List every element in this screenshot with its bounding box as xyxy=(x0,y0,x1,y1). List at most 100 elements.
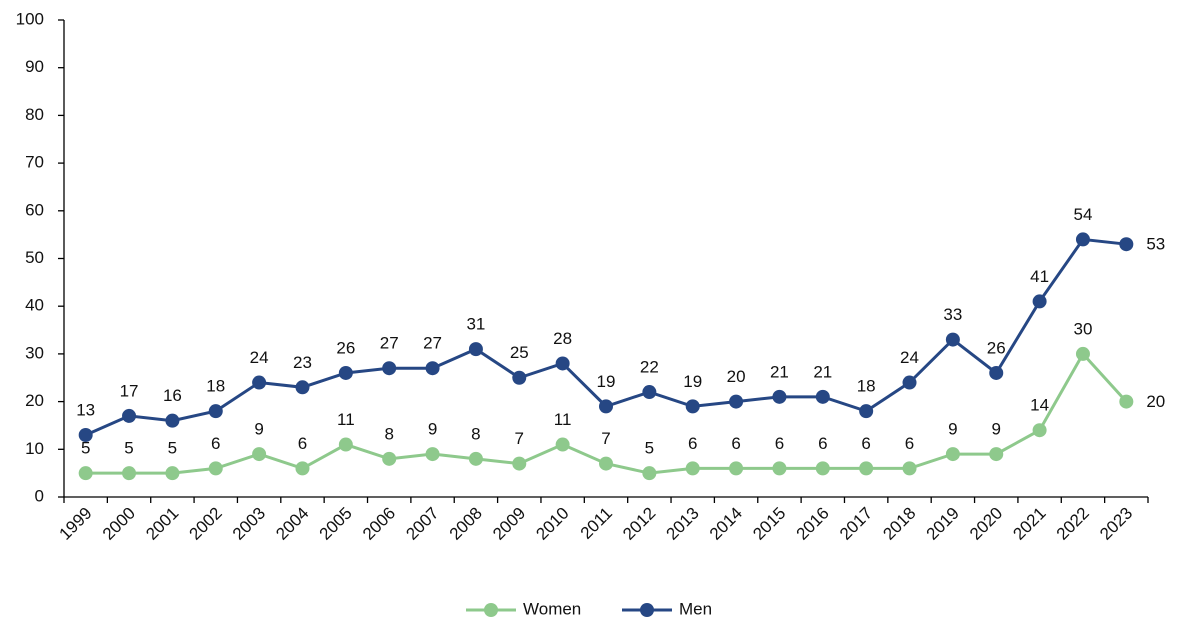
x-tick-label: 2005 xyxy=(316,504,356,544)
data-label: 54 xyxy=(1073,205,1092,224)
marker xyxy=(252,375,267,390)
marker xyxy=(78,427,93,442)
marker xyxy=(685,399,700,414)
data-label: 9 xyxy=(948,420,957,439)
data-label: 27 xyxy=(423,334,442,353)
marker xyxy=(989,365,1004,380)
marker xyxy=(512,456,527,471)
marker xyxy=(772,461,787,476)
x-tick-label: 2008 xyxy=(446,504,486,544)
marker xyxy=(729,461,744,476)
marker xyxy=(642,466,657,481)
marker xyxy=(729,394,744,409)
data-label: 20 xyxy=(727,367,746,386)
data-label: 5 xyxy=(81,439,90,458)
data-label: 8 xyxy=(384,424,393,443)
data-label: 6 xyxy=(861,434,870,453)
marker xyxy=(1032,294,1047,309)
legend-marker xyxy=(484,603,498,617)
marker xyxy=(208,404,223,419)
y-tick-label: 30 xyxy=(25,343,44,362)
x-tick-label: 2023 xyxy=(1096,504,1136,544)
legend-marker xyxy=(640,603,654,617)
x-tick-label: 2003 xyxy=(229,504,269,544)
data-label: 31 xyxy=(466,315,485,334)
data-label: 7 xyxy=(515,429,524,448)
data-label: 6 xyxy=(818,434,827,453)
data-label: 9 xyxy=(428,420,437,439)
data-label: 8 xyxy=(471,424,480,443)
marker xyxy=(382,361,397,376)
data-label: 30 xyxy=(1073,319,1092,338)
marker xyxy=(1119,237,1134,252)
marker xyxy=(815,389,830,404)
marker xyxy=(1032,423,1047,438)
marker xyxy=(425,447,440,462)
data-label: 18 xyxy=(206,377,225,396)
data-label: 11 xyxy=(337,410,355,429)
marker xyxy=(165,466,180,481)
x-tick-label: 2002 xyxy=(186,504,226,544)
x-tick-label: 2010 xyxy=(532,504,572,544)
marker xyxy=(815,461,830,476)
y-tick-label: 10 xyxy=(25,439,44,458)
x-tick-label: 2015 xyxy=(749,504,789,544)
x-tick-label: 2004 xyxy=(272,504,312,544)
marker xyxy=(468,451,483,466)
marker xyxy=(512,370,527,385)
data-label: 6 xyxy=(298,434,307,453)
x-tick-label: 2001 xyxy=(142,504,182,544)
data-label: 5 xyxy=(124,439,133,458)
marker xyxy=(338,437,353,452)
y-tick-label: 70 xyxy=(25,153,44,172)
marker xyxy=(902,461,917,476)
y-tick-label: 100 xyxy=(16,9,44,28)
data-label: 21 xyxy=(813,362,832,381)
y-tick-label: 60 xyxy=(25,200,44,219)
data-label: 14 xyxy=(1030,396,1049,415)
y-tick-label: 0 xyxy=(35,486,44,505)
x-tick-label: 2007 xyxy=(402,504,442,544)
data-label: 6 xyxy=(775,434,784,453)
x-tick-label: 2000 xyxy=(99,504,139,544)
data-label: 13 xyxy=(76,400,95,419)
x-tick-label: 2017 xyxy=(836,504,876,544)
marker xyxy=(295,461,310,476)
data-label: 53 xyxy=(1146,235,1165,254)
marker xyxy=(382,451,397,466)
data-label: 23 xyxy=(293,353,312,372)
data-label: 17 xyxy=(120,381,139,400)
data-label: 28 xyxy=(553,329,572,348)
x-tick-label: 2006 xyxy=(359,504,399,544)
data-label: 9 xyxy=(254,420,263,439)
legend-label: Women xyxy=(523,599,581,618)
marker xyxy=(555,437,570,452)
data-label: 18 xyxy=(857,377,876,396)
data-label: 11 xyxy=(554,410,572,429)
data-label: 24 xyxy=(250,348,269,367)
marker xyxy=(859,461,874,476)
marker xyxy=(685,461,700,476)
marker xyxy=(122,408,137,423)
data-label: 7 xyxy=(601,429,610,448)
x-tick-label: 2013 xyxy=(663,504,703,544)
y-tick-label: 90 xyxy=(25,57,44,76)
marker xyxy=(945,332,960,347)
x-tick-label: 2021 xyxy=(1009,504,1049,544)
marker xyxy=(122,466,137,481)
x-tick-label: 2012 xyxy=(619,504,659,544)
x-tick-label: 2009 xyxy=(489,504,529,544)
x-tick-label: 2016 xyxy=(793,504,833,544)
marker xyxy=(468,342,483,357)
marker xyxy=(859,404,874,419)
y-tick-label: 50 xyxy=(25,248,44,267)
marker xyxy=(599,456,613,471)
marker xyxy=(642,385,657,400)
marker xyxy=(772,389,787,404)
data-label: 27 xyxy=(380,334,399,353)
x-tick-label: 2018 xyxy=(879,504,919,544)
marker xyxy=(1119,394,1134,409)
x-tick-label: 2022 xyxy=(1053,504,1093,544)
data-label: 26 xyxy=(987,338,1006,357)
